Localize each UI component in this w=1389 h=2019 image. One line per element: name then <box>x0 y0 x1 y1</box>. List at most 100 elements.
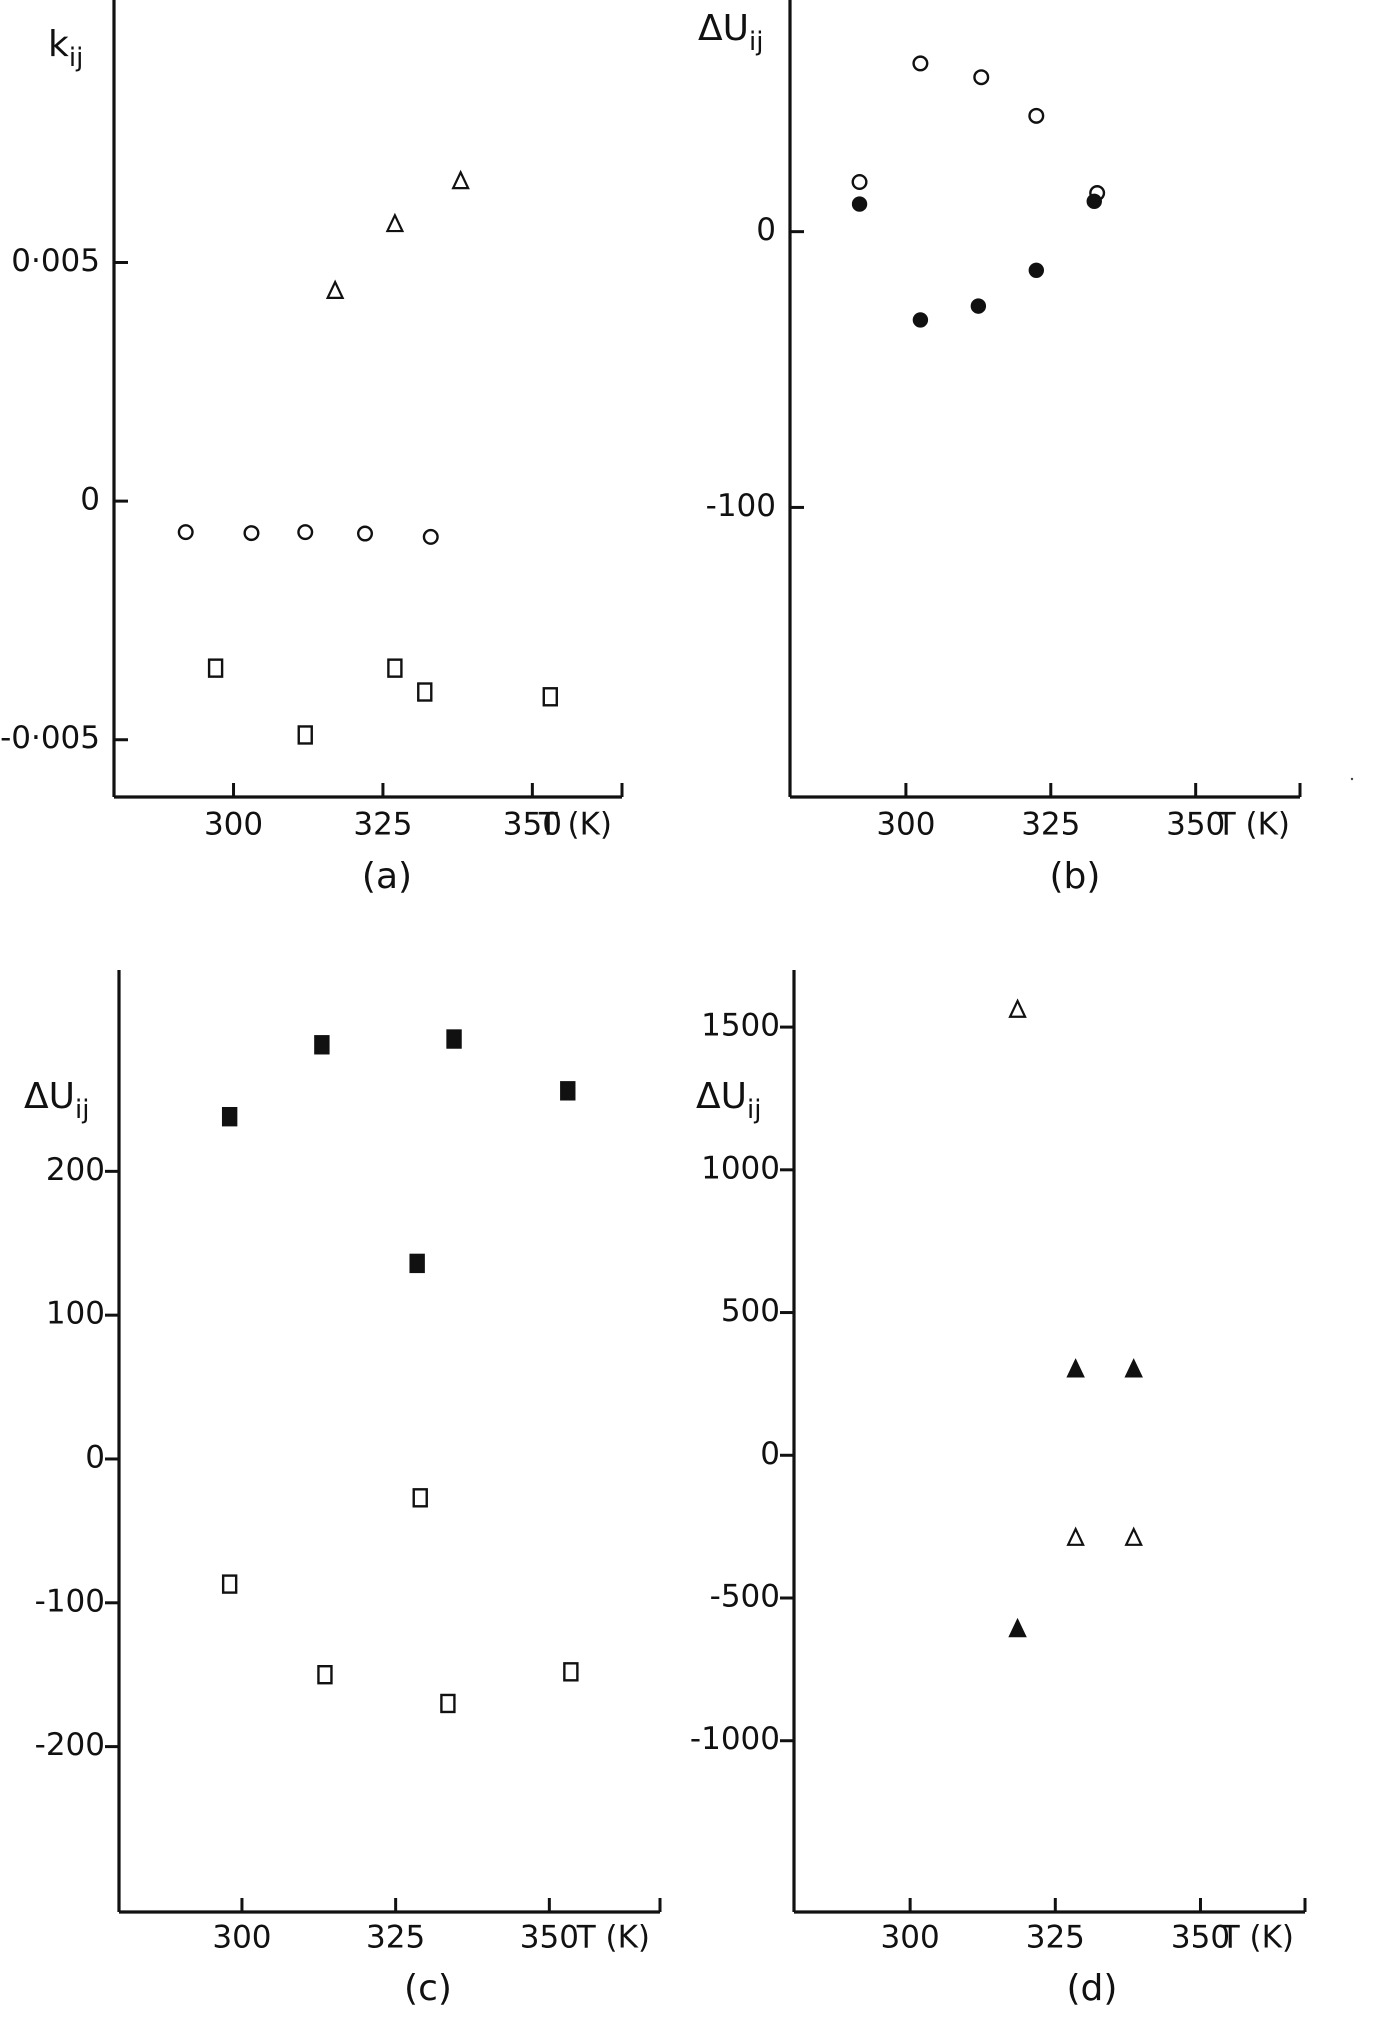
x-tick-label: 350 <box>503 807 562 843</box>
y-tick-label: 500 <box>721 1293 780 1329</box>
data-point-square-open <box>563 1662 579 1682</box>
data-point-triangle-filled <box>1124 1358 1143 1378</box>
data-point-square-open <box>317 1665 333 1685</box>
data-point-square-open <box>412 1488 428 1508</box>
data-point-square-open-shape <box>317 1665 333 1685</box>
series-square-open <box>207 658 558 745</box>
y-tick-label: 0 <box>85 1439 105 1475</box>
y-axis-label-sub: ij <box>747 1095 761 1125</box>
data-point-triangle-filled-shape <box>1066 1358 1085 1378</box>
data-point-square-open-shape <box>387 658 403 678</box>
y-tick-label: 0 <box>756 212 776 248</box>
y-tick-label: -200 <box>35 1727 105 1763</box>
data-point-triangle-open-shape <box>1008 998 1027 1018</box>
data-point-triangle-filled <box>1008 1617 1027 1638</box>
y-tick-label: -100 <box>706 488 776 524</box>
data-point-square-filled <box>314 1035 330 1055</box>
data-point-circle-filled <box>970 298 987 314</box>
data-point-square-filled-shape <box>221 1106 238 1127</box>
data-point-square-filled <box>221 1106 238 1127</box>
x-axis-unit-label: T (K) <box>1216 807 1290 843</box>
y-axis-label-main: ΔU <box>698 8 749 49</box>
x-axis-unit-label: T (K) <box>538 807 612 843</box>
x-tick-label: 350 <box>520 1920 579 1956</box>
data-point-square-open-shape <box>440 1693 456 1714</box>
data-point-square-filled <box>560 1081 576 1101</box>
data-point-triangle-open <box>1124 1526 1143 1546</box>
data-point-circle-open-shape <box>851 174 868 191</box>
y-axis-label-main: ΔU <box>24 1076 75 1117</box>
y-tick-label: 1500 <box>701 1008 780 1044</box>
data-point-triangle-open-shape <box>1124 1526 1143 1546</box>
series-square-filled <box>221 1029 576 1274</box>
data-point-square-filled <box>409 1253 425 1274</box>
series-triangle-open <box>1008 998 1143 1546</box>
data-point-square-open <box>417 682 433 702</box>
data-point-circle-open-shape <box>243 525 260 542</box>
y-tick-label: 100 <box>46 1296 105 1332</box>
y-axis-label: kij <box>48 24 83 73</box>
x-tick-label: 325 <box>1021 807 1080 843</box>
data-point-triangle-open <box>451 169 470 190</box>
data-point-circle-open-shape <box>177 524 194 541</box>
data-point-circle-open <box>357 525 374 542</box>
data-point-triangle-open <box>325 279 345 299</box>
y-tick-label: 0·005 <box>11 243 100 279</box>
y-tick-label: -0·005 <box>0 720 100 756</box>
y-axis-label-sub: ij <box>75 1095 89 1125</box>
x-tick-label: 325 <box>366 1920 425 1956</box>
data-point-square-open <box>440 1693 456 1714</box>
data-point-circle-filled-shape <box>912 312 929 328</box>
data-point-square-open <box>387 658 403 678</box>
data-point-circle-open <box>851 174 868 191</box>
series-square-open <box>221 1488 579 1714</box>
data-point-triangle-filled <box>1066 1358 1085 1378</box>
data-point-circle-filled-shape <box>1086 193 1102 210</box>
data-point-square-open-shape <box>297 725 313 745</box>
y-tick-label: 200 <box>46 1152 105 1188</box>
data-point-square-open-shape <box>542 687 558 707</box>
data-point-square-open-shape <box>412 1488 428 1508</box>
y-tick-label: 1000 <box>701 1150 780 1186</box>
x-tick-label: 300 <box>204 807 263 843</box>
data-point-circle-open <box>1028 107 1045 124</box>
data-point-square-open <box>207 658 224 678</box>
data-point-circle-filled-shape <box>851 196 868 212</box>
data-point-triangle-open <box>1066 1526 1085 1546</box>
data-point-triangle-open-shape <box>451 169 470 190</box>
x-tick-label: 300 <box>876 807 935 843</box>
y-tick-label: -500 <box>710 1579 780 1615</box>
data-point-triangle-open <box>1008 998 1027 1018</box>
series-triangle-open <box>325 169 470 299</box>
data-point-circle-filled <box>1028 262 1045 278</box>
data-point-triangle-filled-shape <box>1124 1358 1143 1378</box>
x-tick-label: 300 <box>881 1920 940 1956</box>
data-point-circle-open-shape <box>422 528 439 545</box>
series-circle-open <box>177 524 439 545</box>
data-point-square-open <box>542 687 558 707</box>
data-point-circle-open <box>422 528 439 545</box>
y-tick-label: -1000 <box>690 1721 780 1757</box>
data-point-square-filled-shape <box>446 1029 462 1049</box>
data-point-circle-open-shape <box>1028 107 1045 124</box>
x-axis-unit-label: T (K) <box>1220 1920 1294 1956</box>
data-point-circle-filled <box>912 312 929 328</box>
data-point-triangle-filled-shape <box>1008 1617 1027 1638</box>
data-point-triangle-open-shape <box>385 212 405 233</box>
data-point-circle-open-shape <box>912 55 929 72</box>
y-tick-label: 0 <box>760 1436 780 1472</box>
data-point-square-open-shape <box>417 682 433 702</box>
data-point-triangle-open-shape <box>325 279 345 299</box>
data-point-circle-filled-shape <box>1028 262 1045 278</box>
x-tick-label: 325 <box>1026 1920 1085 1956</box>
data-point-square-filled-shape <box>560 1081 576 1101</box>
data-point-square-open <box>221 1574 238 1594</box>
y-axis-label: ΔUij <box>696 1076 761 1125</box>
x-tick-label: 350 <box>1171 1920 1230 1956</box>
data-point-square-filled <box>446 1029 462 1049</box>
